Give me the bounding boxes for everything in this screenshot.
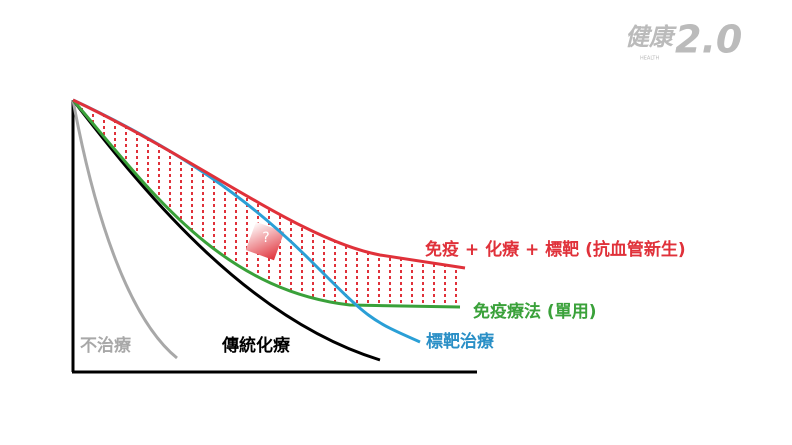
curve-no-treatment [71, 99, 178, 360]
question-mark: ? [262, 230, 269, 246]
logo-version: 2.0 [675, 18, 742, 62]
curve-immuno [71, 99, 461, 309]
label-no-treatment: 不治療 [80, 335, 132, 356]
logo-tagline: HEALTH [640, 56, 659, 62]
label-chemo: 傳統化療 [221, 335, 291, 356]
label-immuno: 免疫療法 (單用) [473, 301, 596, 322]
question-box [245, 221, 285, 261]
curve-chemo [71, 99, 381, 362]
label-targeted: 標靶治療 [426, 331, 495, 352]
curve-combo [72, 98, 466, 270]
hatched-region [73, 100, 465, 307]
label-combo: 免疫 + 化療 + 標靶 (抗血管新生) [425, 239, 686, 260]
logo-brand: 健康 [625, 23, 677, 51]
